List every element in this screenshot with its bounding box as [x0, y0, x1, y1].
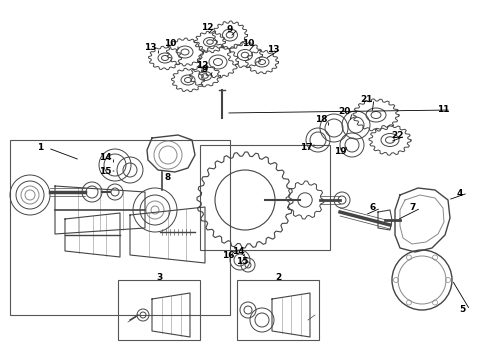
- Text: 22: 22: [391, 131, 403, 140]
- Bar: [118, 280, 200, 340]
- Text: 11: 11: [437, 105, 449, 114]
- Text: 12: 12: [196, 60, 208, 69]
- Bar: [237, 280, 319, 340]
- Text: 17: 17: [300, 144, 312, 153]
- Text: 18: 18: [315, 116, 327, 125]
- Text: 14: 14: [98, 153, 111, 162]
- Text: 15: 15: [236, 257, 248, 266]
- Text: 15: 15: [99, 166, 111, 175]
- Text: 1: 1: [37, 144, 43, 153]
- Text: 8: 8: [165, 172, 171, 181]
- Text: 13: 13: [267, 45, 279, 54]
- Bar: [200, 145, 330, 250]
- Text: 10: 10: [242, 39, 254, 48]
- Text: 6: 6: [370, 203, 376, 212]
- Text: 3: 3: [156, 273, 162, 282]
- Text: 13: 13: [144, 44, 156, 53]
- Text: 10: 10: [164, 40, 176, 49]
- Text: 5: 5: [459, 306, 465, 315]
- Text: 19: 19: [334, 148, 346, 157]
- Text: 4: 4: [457, 189, 463, 198]
- Text: 7: 7: [410, 203, 416, 212]
- Text: 2: 2: [275, 273, 281, 282]
- Text: 14: 14: [232, 248, 245, 256]
- Text: 9: 9: [227, 24, 233, 33]
- Text: 16: 16: [222, 252, 234, 261]
- Text: 12: 12: [201, 22, 213, 31]
- Text: 21: 21: [360, 94, 372, 104]
- Text: 9: 9: [202, 66, 208, 75]
- Text: 20: 20: [338, 108, 350, 117]
- Bar: [10, 140, 230, 315]
